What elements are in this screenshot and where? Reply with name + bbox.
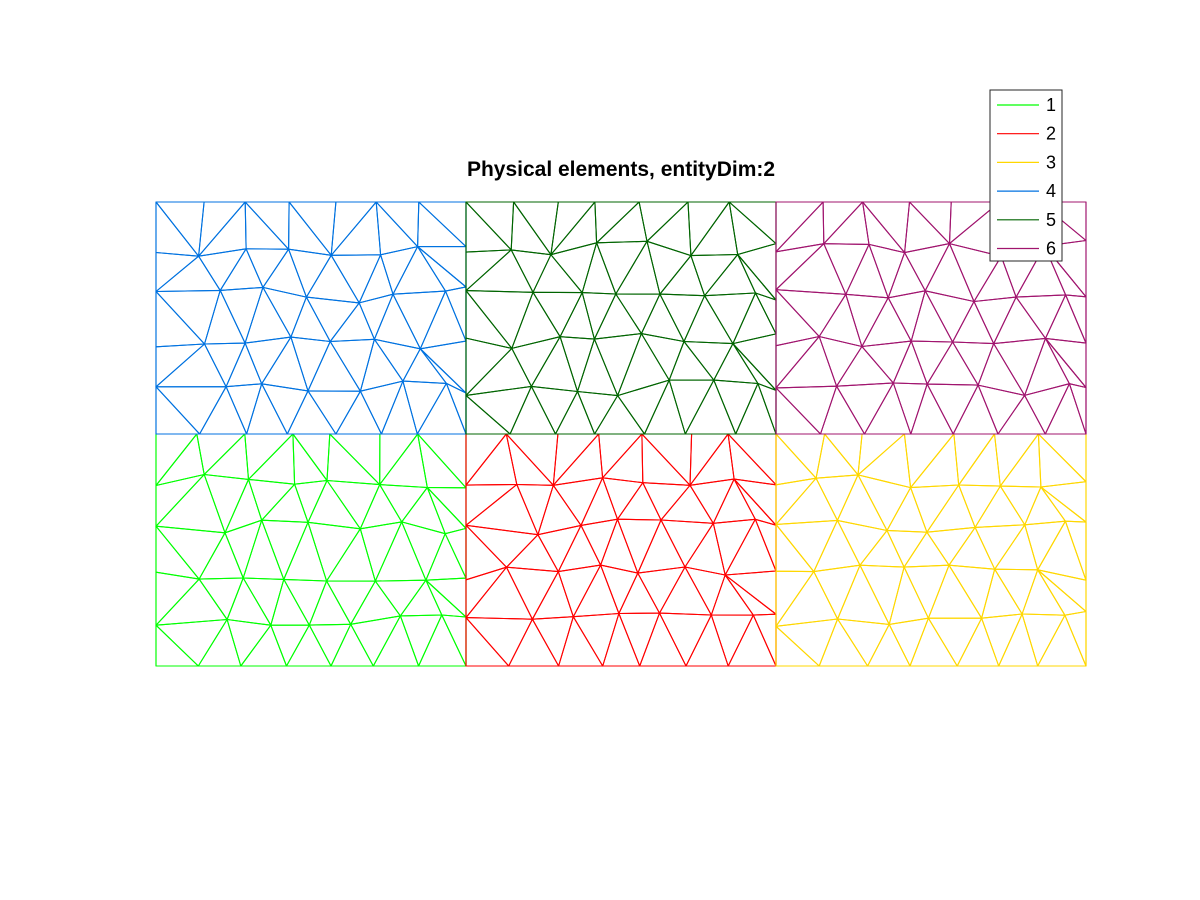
- legend-label-2: 2: [1046, 124, 1056, 144]
- mesh-series-1: [155, 433, 467, 667]
- legend-label-5: 5: [1046, 210, 1056, 230]
- mesh-series-6: [775, 201, 1087, 435]
- mesh-layer: [155, 201, 1087, 667]
- legend-label-4: 4: [1046, 181, 1056, 201]
- mesh-boundary: [775, 201, 1087, 435]
- chart-title: Physical elements, entityDim:2: [467, 158, 775, 181]
- legend-label-6: 6: [1046, 239, 1056, 259]
- mesh-series-3: [775, 433, 1087, 667]
- legend: 1 2 3 4 5 6: [989, 89, 1063, 262]
- legend-label-1: 1: [1046, 95, 1056, 115]
- legend-box: [989, 89, 1063, 262]
- mesh-series-4: [155, 201, 467, 435]
- legend-label-3: 3: [1046, 152, 1056, 172]
- mesh-series-5: [465, 201, 777, 435]
